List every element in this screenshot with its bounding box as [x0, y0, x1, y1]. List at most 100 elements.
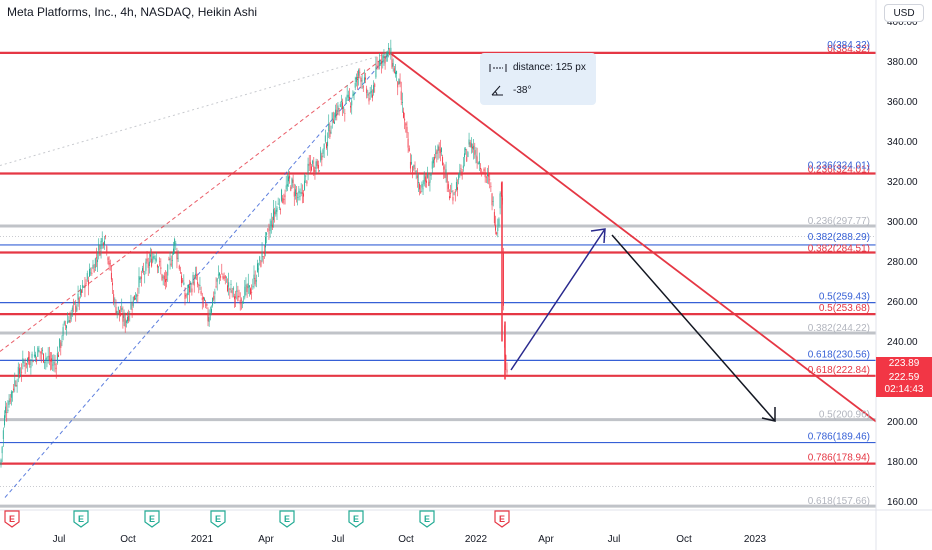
candle-body [63, 321, 65, 324]
candle-body [153, 256, 155, 258]
earnings-marker[interactable]: E [419, 510, 435, 528]
candle-body [415, 171, 417, 172]
candle-body [320, 150, 322, 161]
candle-body [418, 182, 419, 183]
candle-body [131, 309, 133, 310]
candle-body [229, 288, 231, 290]
candle-body [353, 92, 355, 96]
candle-body [435, 152, 437, 154]
candle-body [145, 261, 147, 271]
candle-body [478, 161, 480, 164]
candle-body [138, 276, 140, 288]
candle-body [40, 351, 42, 354]
candle-body [9, 398, 11, 402]
candle-body [336, 110, 338, 116]
candle-body [221, 273, 223, 275]
candle-body [224, 275, 226, 279]
candle-body [275, 209, 277, 215]
distance-icon [489, 63, 507, 72]
candle-body [215, 286, 217, 288]
earnings-marker-label: E [284, 514, 290, 524]
earnings-marker[interactable]: E [210, 510, 226, 528]
candle-body [383, 54, 385, 58]
candle-body [457, 187, 458, 190]
candle-body [214, 291, 216, 295]
candle-body [403, 111, 404, 118]
candle-body [327, 141, 329, 147]
earnings-marker-label: E [424, 514, 430, 524]
candle-body [266, 232, 268, 235]
earnings-marker[interactable]: E [348, 510, 364, 528]
candle-body [375, 67, 377, 78]
earnings-marker[interactable]: E [494, 510, 510, 528]
candle-body [162, 276, 164, 278]
y-tick-label: 200.00 [887, 417, 918, 428]
candle-body [267, 229, 269, 231]
candle-body [316, 161, 318, 166]
earnings-marker[interactable]: E [144, 510, 160, 528]
y-tick-label: 380.00 [887, 57, 918, 68]
candle-body [29, 360, 31, 366]
candle-body [192, 274, 194, 284]
candle-body [181, 275, 182, 284]
candle-body [258, 268, 260, 270]
candle-body [208, 317, 210, 322]
candle-body [232, 287, 234, 290]
trendline-down[interactable] [389, 52, 877, 423]
candle-body [66, 325, 67, 329]
earnings-marker[interactable]: E [279, 510, 295, 528]
candle-body [39, 351, 41, 353]
candle-body [285, 185, 287, 190]
candle-body [84, 284, 86, 288]
candle-body [413, 164, 415, 168]
candle-body [319, 170, 320, 172]
earnings-marker[interactable]: E [4, 510, 20, 528]
candle-body [186, 292, 188, 296]
candle-body [205, 304, 207, 306]
candle-body [376, 65, 378, 67]
candle-body [36, 358, 38, 362]
candle-body [484, 172, 486, 178]
candle-body [78, 297, 80, 304]
candle-body [458, 174, 460, 180]
candle-body [176, 252, 178, 260]
candle-body [199, 285, 201, 286]
earnings-marker[interactable]: E [73, 510, 89, 528]
candle-body [467, 152, 469, 158]
candle-body [497, 228, 499, 231]
earnings-marker-shape [4, 510, 20, 528]
candle-body [104, 240, 105, 245]
projection-arrow-down[interactable] [611, 234, 776, 422]
projection-arrow-up[interactable] [510, 228, 606, 371]
candle-body [412, 166, 414, 174]
candle-body [334, 121, 335, 124]
candle-body [10, 391, 12, 398]
candle-body [290, 187, 292, 191]
candle-body [416, 175, 418, 178]
fib-label-blue: 0.5(259.43) [819, 292, 870, 303]
candle-body [196, 274, 197, 276]
earnings-marker-shape [419, 510, 435, 528]
candle-body [135, 298, 136, 300]
candle-body [400, 91, 402, 100]
candle-body [185, 295, 187, 297]
candle-body [437, 145, 439, 151]
candle-body [454, 191, 456, 193]
candle-body [345, 97, 347, 104]
candle-body [388, 47, 389, 50]
candle-body [420, 191, 422, 194]
candle-body [366, 88, 368, 94]
y-tick-label: 160.00 [887, 497, 918, 508]
candle-body [274, 211, 276, 215]
candle-body [68, 320, 70, 323]
candle-body [58, 354, 59, 357]
candle-body [362, 86, 364, 88]
currency-button[interactable]: USD [884, 4, 924, 22]
candle-body [469, 142, 471, 148]
candle-body [411, 162, 412, 164]
candle-body [251, 291, 253, 293]
candle-body [240, 299, 242, 301]
candle-body [493, 212, 495, 223]
x-tick-label: Oct [120, 534, 136, 545]
